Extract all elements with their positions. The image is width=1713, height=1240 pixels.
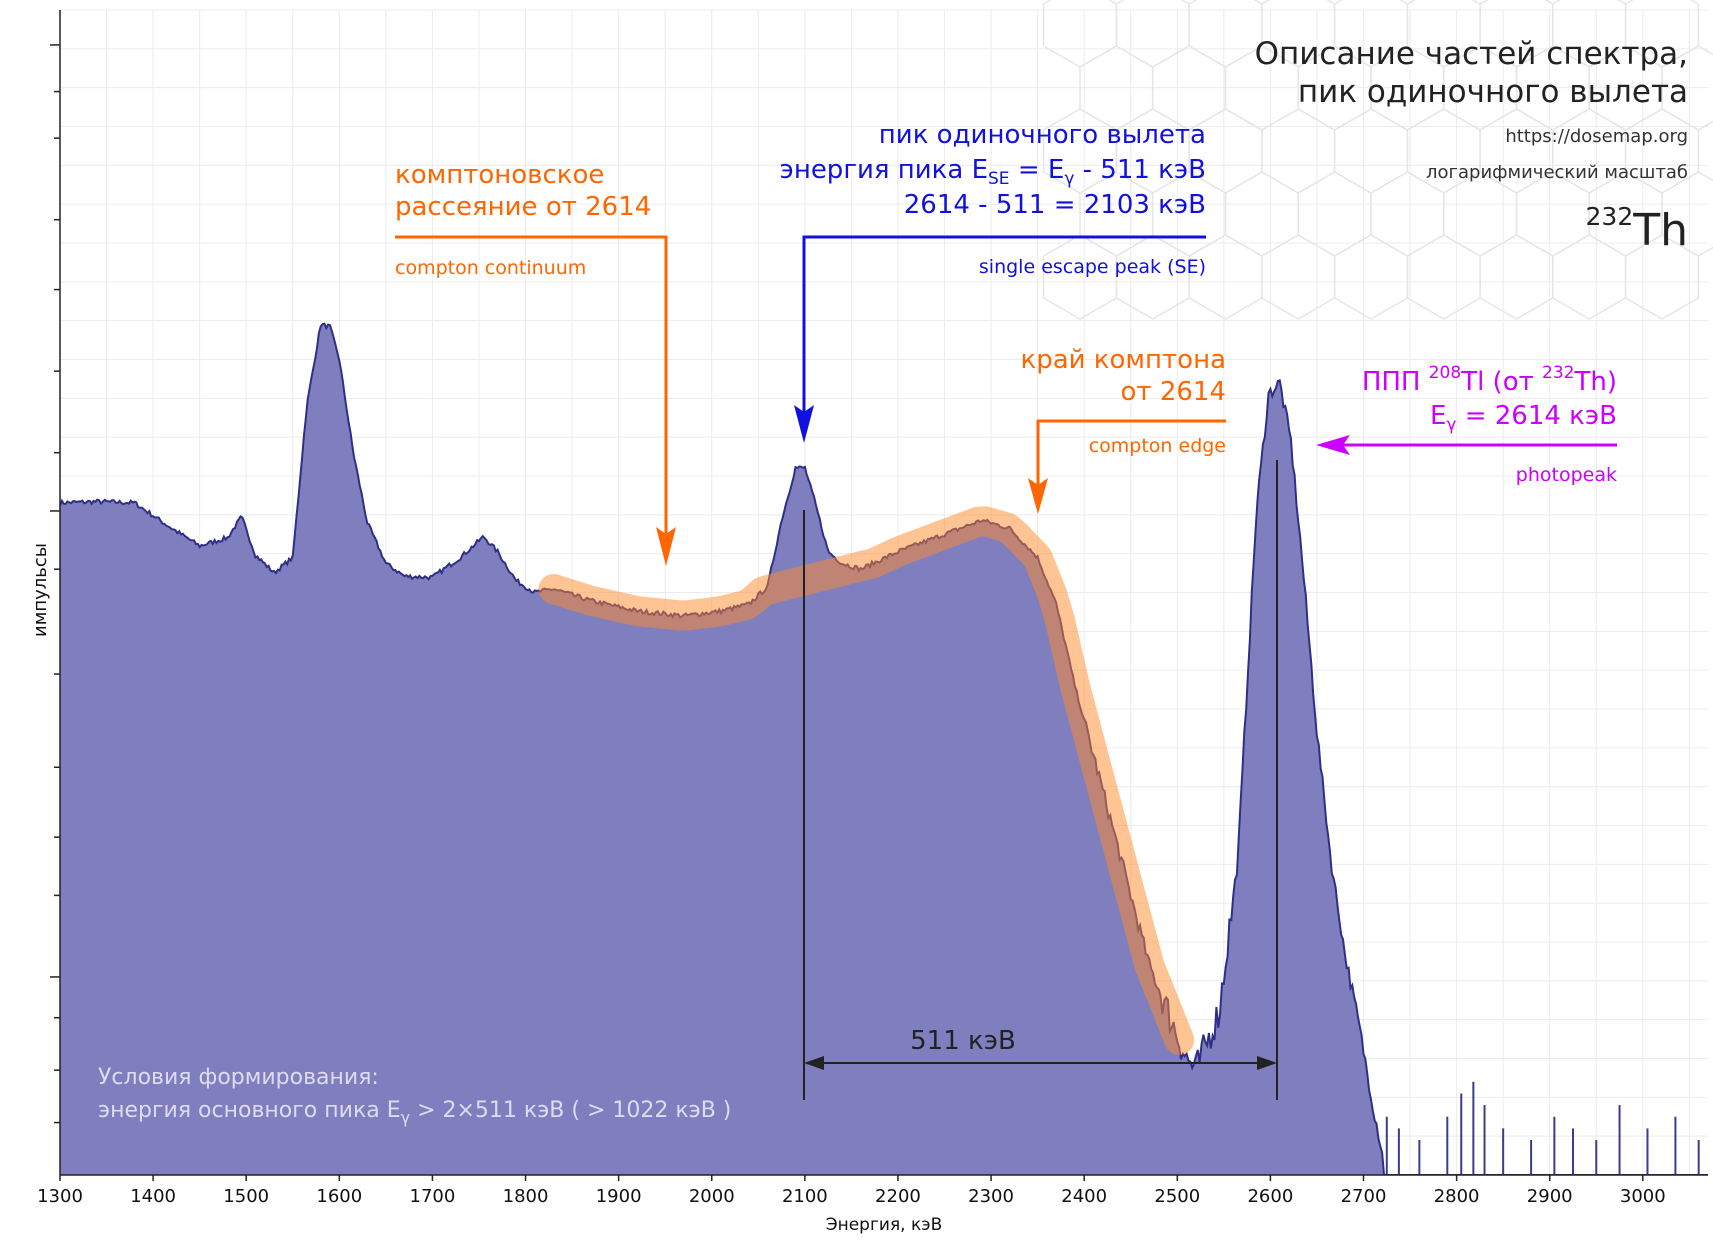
x-tick-label: 2800: [1434, 1186, 1480, 1207]
x-tick-label: 2500: [1154, 1186, 1200, 1207]
x-tick-label: 2100: [782, 1186, 828, 1207]
compton-continuum-arrowhead: [656, 527, 676, 566]
x-tick-label: 1800: [503, 1186, 549, 1207]
x-tick-label: 1700: [410, 1186, 456, 1207]
chart-title: Описание частей спектра,: [1255, 36, 1688, 72]
site-url: https://dosemap.org: [1505, 126, 1688, 147]
x-tick-label: 1600: [316, 1186, 362, 1207]
chart-title-line2: пик одиночного вылета: [1298, 74, 1688, 110]
se-ru-3: 2614 - 511 = 2103 кэВ: [904, 190, 1206, 220]
x-tick-label: 2200: [875, 1186, 921, 1207]
annotation-single-escape: пик одиночного вылета энергия пика ESE =…: [780, 120, 1206, 443]
se-arrowhead: [794, 405, 814, 443]
x-tick-label: 2400: [1061, 1186, 1107, 1207]
spacing-arrowhead-right: [1257, 1056, 1277, 1070]
compton-edge-ru-2: от 2614: [1121, 377, 1227, 407]
spacing-label: 511 кэВ: [910, 1026, 1016, 1056]
compton-edge-arrow: [1036, 419, 1226, 488]
se-ru-2: энергия пика ESE = Eγ - 511 кэВ: [780, 155, 1206, 189]
compton-edge-en: compton edge: [1089, 435, 1226, 457]
photopeak-ru-2: Eγ = 2614 кэВ: [1430, 401, 1617, 435]
x-tick-label: 2300: [968, 1186, 1014, 1207]
compton-continuum-highlight: [538, 506, 1195, 1055]
compton-continuum-ru-1: комптоновское: [395, 160, 604, 190]
x-tick-label: 2000: [689, 1186, 735, 1207]
x-tick-label: 1900: [596, 1186, 642, 1207]
x-tick-label: 3000: [1620, 1186, 1666, 1207]
annotation-compton-continuum: комптоновское рассеяние от 2614 compton …: [395, 160, 676, 566]
isotope-label: 232Th: [1586, 202, 1688, 256]
scale-note: логарифмический масштаб: [1426, 162, 1688, 183]
x-tick-label: 1500: [223, 1186, 269, 1207]
x-tick-label: 1300: [37, 1186, 83, 1207]
spectrum-area: [60, 323, 1708, 1175]
se-en: single escape peak (SE): [979, 256, 1206, 278]
compton-edge-arrowhead: [1028, 478, 1048, 514]
y-axis-ticks: [50, 44, 60, 1124]
conditions-line2: энергия основного пика Eγ > 2×511 кэВ ( …: [98, 1098, 731, 1127]
x-axis-label: Энергия, кэВ: [826, 1215, 943, 1235]
hexagon-pattern: [1042, 0, 1713, 320]
compton-continuum-en: compton continuum: [395, 257, 586, 279]
x-tick-label: 2700: [1341, 1186, 1387, 1207]
conditions-line1: Условия формирования:: [98, 1065, 379, 1090]
x-tick-label: 1400: [130, 1186, 176, 1207]
x-tick-label: 2900: [1527, 1186, 1573, 1207]
x-axis-ticks: 1300 1400 1500 1600 1700 1800 1900 2000 2100 2200…: [37, 1175, 1666, 1207]
y-axis-label: импульсы: [30, 543, 51, 637]
isotope-mass: 232: [1586, 202, 1634, 231]
photopeak-ru-1: ППП 208Tl (от 232Th): [1362, 363, 1617, 397]
hexagon: [1624, 234, 1700, 320]
compton-continuum-ru-2: рассеяние от 2614: [395, 192, 651, 222]
axes: [59, 10, 1708, 1176]
se-ru-1: пик одиночного вылета: [879, 120, 1206, 150]
photopeak-arrowhead: [1316, 435, 1350, 455]
x-tick-label: 2600: [1247, 1186, 1293, 1207]
spacing-511: 511 кэВ: [803, 460, 1278, 1100]
annotation-compton-edge: край комптона от 2614 compton edge: [1020, 345, 1226, 514]
se-arrow: [802, 235, 1206, 415]
compton-edge-ru-1: край комптона: [1020, 345, 1226, 375]
annotation-photopeak: ППП 208Tl (от 232Th) Eγ = 2614 кэВ photo…: [1316, 363, 1617, 486]
isotope-symbol: Th: [1632, 205, 1688, 256]
compton-continuum-arrow: [395, 235, 668, 537]
photopeak-en: photopeak: [1516, 464, 1617, 486]
spacing-arrowhead-left: [804, 1056, 824, 1070]
